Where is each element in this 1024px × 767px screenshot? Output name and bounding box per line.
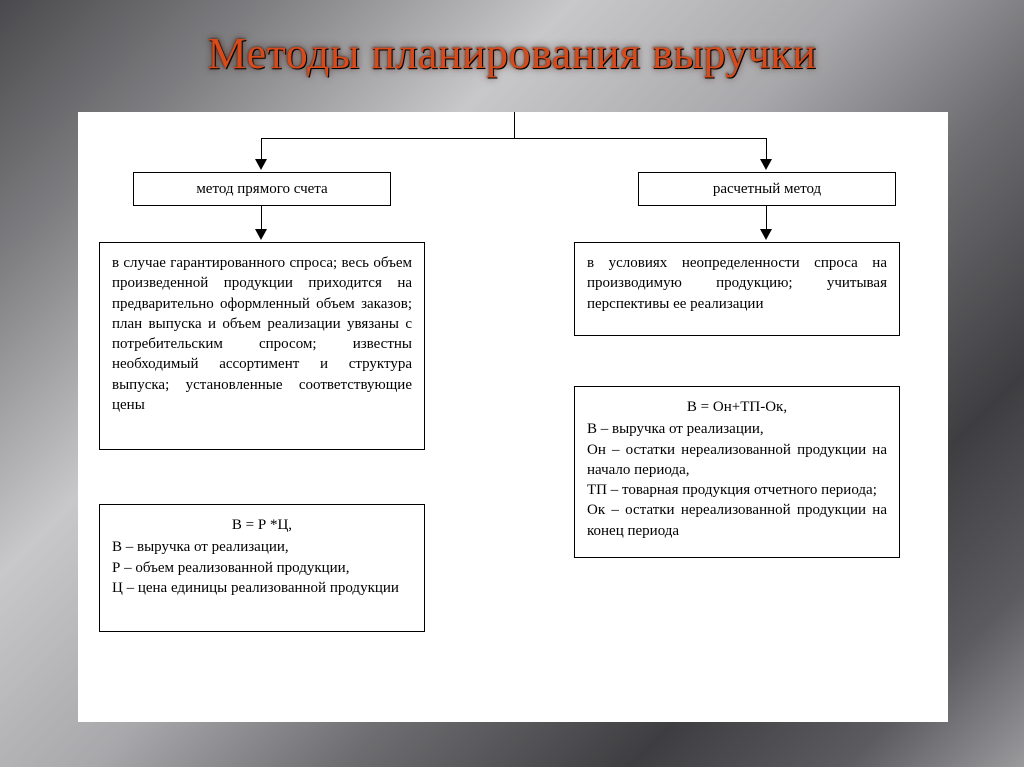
- formula-left-line: В – выручка от реализации,: [112, 539, 289, 555]
- box-method-left: метод прямого счета: [133, 172, 391, 206]
- box-method-right: расчетный метод: [638, 172, 896, 206]
- connector-drop-left: [261, 138, 262, 160]
- formula-right-line: Он – остатки нереализованной продукции н…: [587, 442, 887, 478]
- arrowhead-left-1: [255, 159, 267, 170]
- connector-trunk: [514, 112, 515, 138]
- slide-title: Методы планирования выручки: [0, 28, 1024, 79]
- formula-right-line: Ок – остатки нереализованной продукции н…: [587, 502, 887, 538]
- box-desc-right: в условиях неопределенности спроса на пр…: [574, 242, 900, 336]
- connector-mid-left: [261, 206, 262, 230]
- arrowhead-right-2: [760, 229, 772, 240]
- slide: Методы планирования выручки метод прямог…: [0, 0, 1024, 767]
- formula-left-eq: В = Р *Ц,: [112, 515, 412, 535]
- box-formula-left: В = Р *Ц, В – выручка от реализации, Р –…: [99, 504, 425, 632]
- formula-right-eq: В = Он+ТП-Ок,: [587, 397, 887, 417]
- formula-right-line: ТП – товарная продукция отчетного период…: [587, 482, 877, 498]
- connector-cross: [261, 138, 766, 139]
- formula-right-line: В – выручка от реализации,: [587, 421, 764, 437]
- connector-drop-right: [766, 138, 767, 160]
- arrowhead-right-1: [760, 159, 772, 170]
- box-desc-left: в случае гарантированного спроса; весь о…: [99, 242, 425, 450]
- connector-mid-right: [766, 206, 767, 230]
- box-formula-right: В = Он+ТП-Ок, В – выручка от реализации,…: [574, 386, 900, 558]
- formula-left-line: Р – объем реализованной продукции,: [112, 560, 349, 576]
- arrowhead-left-2: [255, 229, 267, 240]
- formula-left-line: Ц – цена единицы реализованной продукции: [112, 580, 399, 596]
